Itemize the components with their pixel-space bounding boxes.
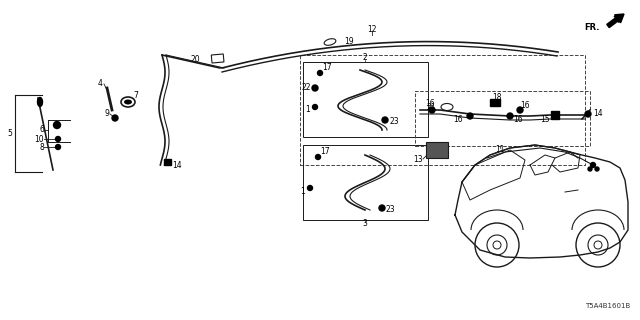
Circle shape bbox=[429, 107, 435, 113]
Text: 22: 22 bbox=[301, 84, 311, 92]
Bar bbox=[211, 54, 224, 63]
FancyArrow shape bbox=[607, 14, 624, 28]
Text: 17: 17 bbox=[320, 148, 330, 156]
Text: 20: 20 bbox=[190, 54, 200, 63]
Text: 15: 15 bbox=[540, 116, 550, 124]
Text: 21: 21 bbox=[426, 102, 436, 111]
Text: T5A4B1601B: T5A4B1601B bbox=[585, 303, 630, 309]
Circle shape bbox=[56, 137, 61, 141]
Text: 16: 16 bbox=[520, 100, 530, 109]
Circle shape bbox=[312, 105, 317, 109]
Circle shape bbox=[382, 117, 388, 123]
Circle shape bbox=[112, 115, 118, 121]
Circle shape bbox=[307, 186, 312, 190]
Circle shape bbox=[517, 107, 523, 113]
Circle shape bbox=[379, 205, 385, 211]
Text: 5: 5 bbox=[8, 130, 12, 139]
Text: 1: 1 bbox=[305, 106, 310, 115]
Circle shape bbox=[54, 122, 61, 129]
Bar bbox=[303, 62, 428, 137]
Text: 13: 13 bbox=[413, 156, 423, 164]
Ellipse shape bbox=[38, 98, 42, 107]
Bar bbox=[300, 55, 585, 165]
Bar bbox=[303, 145, 428, 220]
Circle shape bbox=[317, 70, 323, 76]
Text: 9: 9 bbox=[104, 108, 109, 117]
FancyBboxPatch shape bbox=[426, 142, 448, 158]
Text: FR.: FR. bbox=[584, 23, 600, 33]
Text: 23: 23 bbox=[390, 117, 399, 126]
Text: 4: 4 bbox=[98, 78, 103, 87]
Circle shape bbox=[588, 167, 592, 171]
Text: 16: 16 bbox=[425, 100, 435, 108]
Circle shape bbox=[507, 113, 513, 119]
Text: 14: 14 bbox=[593, 109, 603, 118]
Text: 12: 12 bbox=[367, 25, 377, 34]
Circle shape bbox=[56, 145, 61, 149]
Bar bbox=[163, 159, 170, 165]
Ellipse shape bbox=[124, 100, 132, 105]
Bar bbox=[551, 111, 559, 119]
Text: 17: 17 bbox=[322, 63, 332, 73]
Circle shape bbox=[585, 111, 591, 117]
Text: 7: 7 bbox=[133, 91, 138, 100]
Text: 23: 23 bbox=[386, 205, 396, 214]
Bar bbox=[415, 91, 590, 146]
Circle shape bbox=[595, 167, 599, 171]
Circle shape bbox=[316, 155, 321, 159]
Circle shape bbox=[312, 85, 318, 91]
Text: 11: 11 bbox=[495, 146, 505, 155]
Circle shape bbox=[591, 163, 595, 167]
Text: 6: 6 bbox=[39, 125, 44, 134]
Text: 8: 8 bbox=[39, 142, 44, 151]
Text: 16: 16 bbox=[453, 116, 463, 124]
Bar bbox=[490, 99, 500, 106]
Circle shape bbox=[467, 113, 473, 119]
Circle shape bbox=[553, 113, 557, 117]
Text: 16: 16 bbox=[513, 116, 523, 124]
Text: 2: 2 bbox=[363, 53, 367, 62]
Text: 19: 19 bbox=[344, 37, 354, 46]
Text: 3: 3 bbox=[363, 220, 367, 228]
Text: 10: 10 bbox=[35, 134, 44, 143]
Text: 14: 14 bbox=[172, 161, 182, 170]
Text: 1: 1 bbox=[300, 188, 305, 196]
Text: 18: 18 bbox=[492, 92, 502, 101]
